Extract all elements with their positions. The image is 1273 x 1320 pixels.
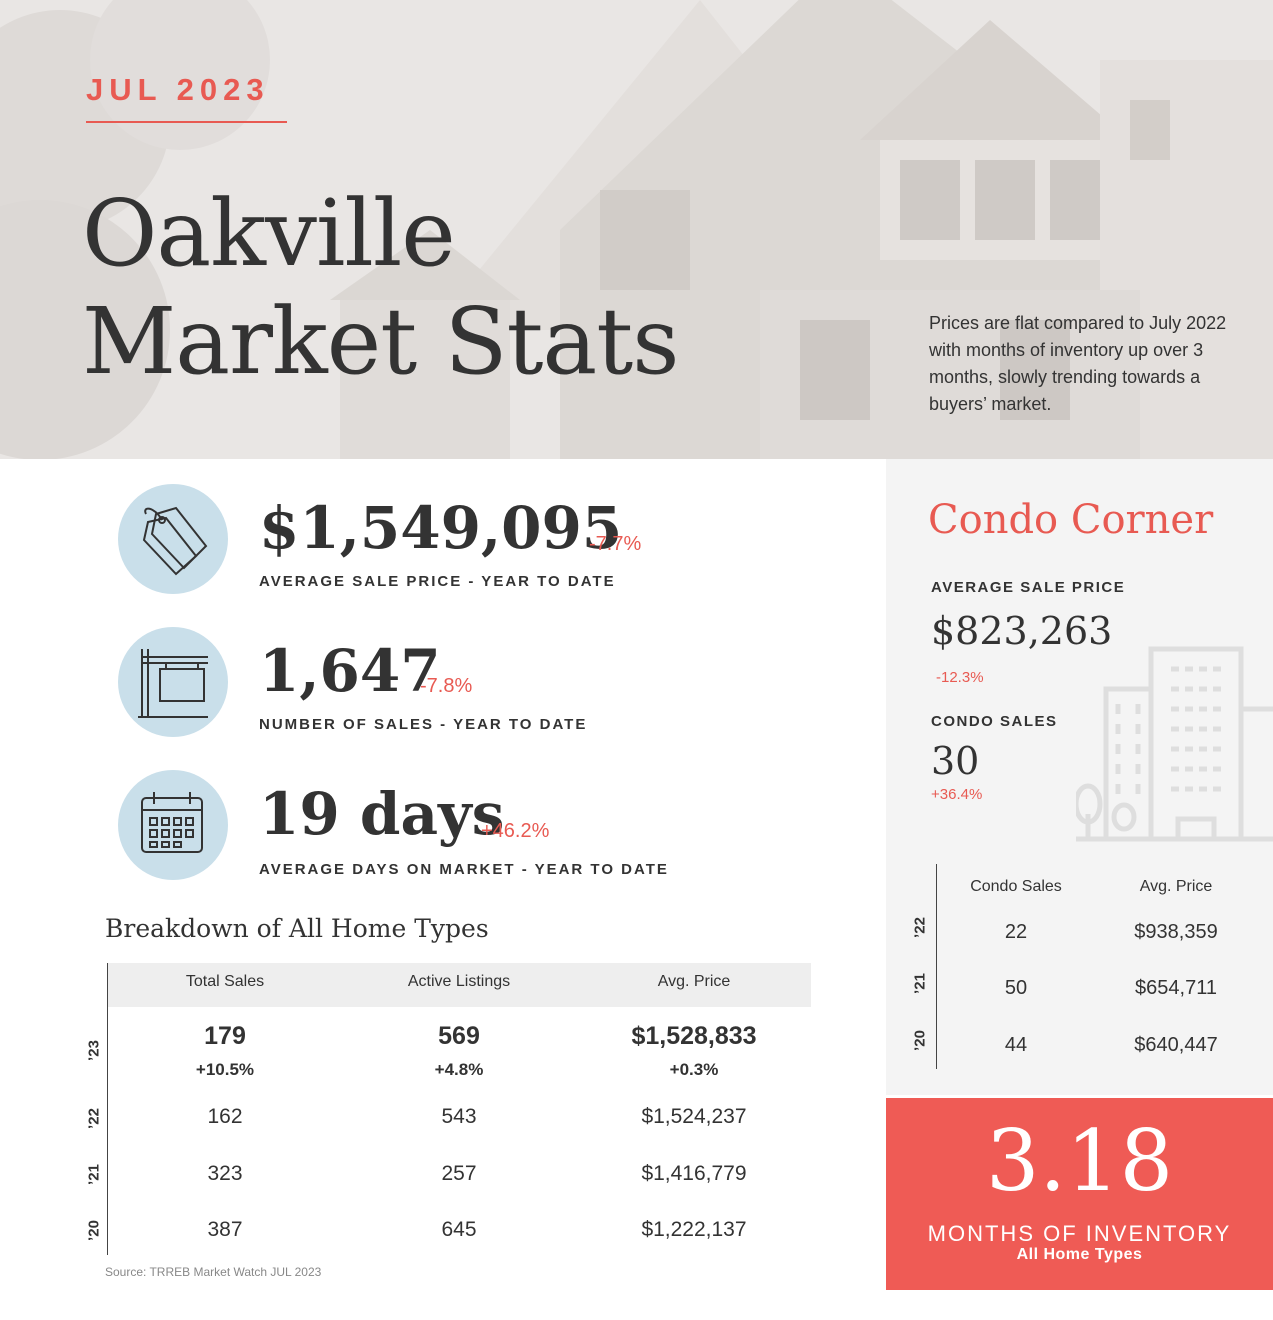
- stat-value: $1,549,095: [259, 494, 623, 562]
- stat-days-on-market: 19 days +46.2% AVERAGE DAYS ON MARKET - …: [118, 770, 818, 880]
- table-cell: 50: [1004, 977, 1028, 999]
- row-year-label: ’22: [85, 1108, 103, 1129]
- stat-label: AVERAGE SALE PRICE - YEAR TO DATE: [259, 573, 616, 590]
- condo-corner-title: Condo Corner: [928, 497, 1214, 543]
- table-cell: $1,416,779: [641, 1162, 747, 1185]
- condo-sales-label: CONDO SALES: [931, 713, 1058, 730]
- row-year-label: ’22: [911, 917, 929, 938]
- stat-number-of-sales: 1,647 -7.8% NUMBER OF SALES - YEAR TO DA…: [118, 627, 818, 737]
- stat-change: -7.7%: [589, 533, 642, 555]
- table-cell-change: +0.3%: [669, 1060, 719, 1079]
- row-year-label: ’20: [85, 1220, 103, 1241]
- source-note: Source: TRREB Market Watch JUL 2023: [105, 1265, 322, 1279]
- stat-label: AVERAGE DAYS ON MARKET - YEAR TO DATE: [259, 861, 669, 878]
- page-title-line2: Market Stats: [82, 288, 679, 395]
- condo-avg-price-value: $823,263: [931, 609, 1113, 653]
- table-cell: 569: [438, 1022, 480, 1050]
- table-cell: $640,447: [1134, 1034, 1218, 1056]
- col-header-avg-price: Avg. Price: [657, 973, 731, 990]
- inventory-sublabel: All Home Types: [1016, 1246, 1143, 1263]
- table-cell-change: +10.5%: [195, 1060, 255, 1079]
- row-year-label: ’20: [911, 1030, 929, 1051]
- table-cell: $938,359: [1134, 921, 1218, 943]
- stat-change: +46.2%: [481, 820, 550, 842]
- inventory-label: MONTHS OF INVENTORY: [927, 1221, 1232, 1246]
- stat-icon-circle: [118, 770, 228, 880]
- condo-avg-price-change: -12.3%: [936, 669, 984, 686]
- breakdown-title: Breakdown of All Home Types: [105, 914, 489, 943]
- stat-change: -7.8%: [420, 675, 473, 697]
- table-cell: $1,222,137: [641, 1218, 747, 1241]
- house-background-image: [0, 0, 1273, 459]
- condo-building-icon: [1076, 646, 1273, 842]
- report-month: JUL 2023: [86, 72, 270, 107]
- hero-banner: JUL 2023 Oakville Market Stats Prices ar…: [0, 0, 1273, 459]
- breakdown-year-divider: [107, 963, 108, 1255]
- col-header-active-listings: Active Listings: [407, 973, 511, 990]
- condo-sales-value: 30: [931, 739, 980, 783]
- market-summary: Prices are flat compared to July 2022 wi…: [929, 313, 1227, 414]
- stat-average-sale-price: $1,549,095 -7.7% AVERAGE SALE PRICE - YE…: [118, 484, 818, 594]
- condo-sales-change: +36.4%: [931, 786, 983, 803]
- table-cell: $1,524,237: [641, 1105, 747, 1128]
- table-cell: 387: [207, 1218, 243, 1241]
- table-cell: 22: [1004, 921, 1028, 943]
- table-cell: 44: [1004, 1034, 1028, 1056]
- table-cell: $654,711: [1135, 977, 1217, 999]
- stat-label: NUMBER OF SALES - YEAR TO DATE: [259, 716, 588, 733]
- table-cell: 162: [207, 1105, 243, 1128]
- stat-icon-circle: [118, 484, 228, 594]
- months-of-inventory-box: 3.18 MONTHS OF INVENTORY All Home Types: [886, 1098, 1273, 1290]
- sale-sign-icon: [138, 649, 208, 718]
- condo-table-divider: [936, 864, 937, 1069]
- calendar-icon: [141, 792, 203, 853]
- stat-value: 1,647: [259, 637, 441, 705]
- price-tag-icon: [142, 506, 208, 576]
- row-year-label: ’21: [911, 973, 929, 994]
- col-header-total-sales: Total Sales: [185, 973, 265, 990]
- col-header-condo-sales: Condo Sales: [970, 878, 1062, 895]
- table-cell: 323: [207, 1162, 243, 1185]
- row-year-label: ’23: [85, 1040, 103, 1061]
- table-cell: 257: [441, 1162, 477, 1185]
- table-cell: $1,528,833: [631, 1022, 757, 1050]
- col-header-condo-avg-price: Avg. Price: [1139, 878, 1213, 895]
- table-cell: 645: [441, 1218, 477, 1241]
- breakdown-header-row: [108, 963, 811, 1007]
- condo-corner-panel: Condo Corner AVERAGE SALE PRICE $823,263…: [886, 459, 1273, 1095]
- table-cell: 179: [204, 1022, 246, 1050]
- page-title: Oakville Market Stats: [82, 180, 679, 396]
- condo-avg-price-label: AVERAGE SALE PRICE: [931, 579, 1126, 596]
- page-title-line1: Oakville: [82, 180, 456, 287]
- table-cell-change: +4.8%: [434, 1060, 484, 1079]
- inventory-value: 3.18: [985, 1112, 1174, 1210]
- stat-icon-circle: [118, 627, 228, 737]
- stat-value: 19 days: [259, 780, 505, 848]
- month-underline: [86, 121, 287, 123]
- row-year-label: ’21: [85, 1164, 103, 1185]
- table-cell: 543: [441, 1105, 477, 1128]
